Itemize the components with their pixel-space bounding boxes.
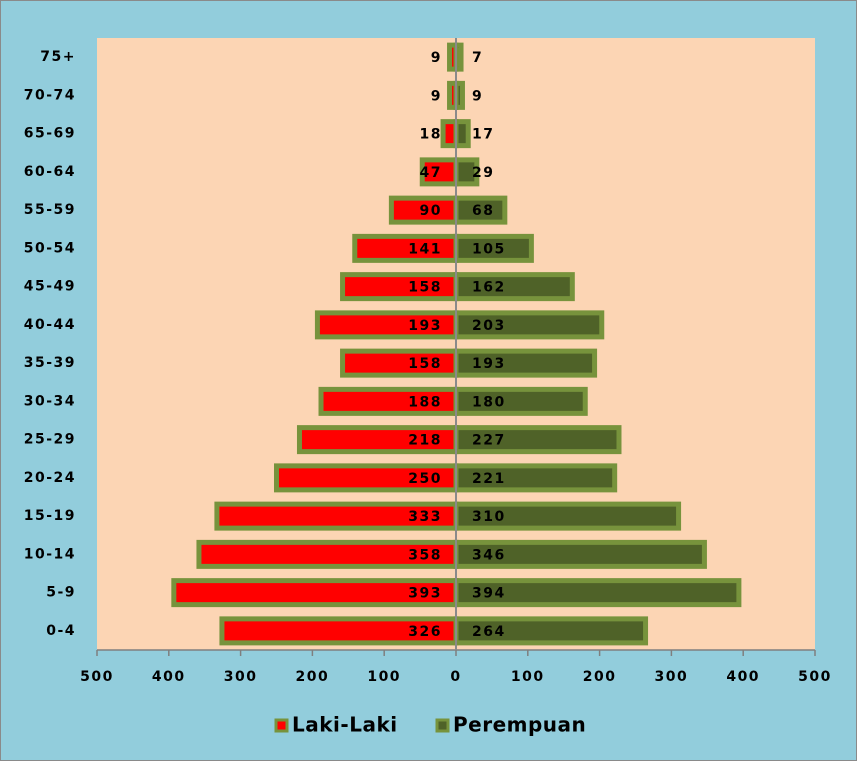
y-tick-label: 55-59 <box>24 202 76 218</box>
legend-swatch <box>435 718 450 733</box>
bar <box>453 578 742 608</box>
legend-label: Perempuan <box>453 713 586 737</box>
x-tick-label: 100 <box>511 669 545 685</box>
y-tick-label: 25-29 <box>24 432 76 448</box>
y-tick-label: 20-24 <box>24 470 76 486</box>
bar <box>388 195 459 225</box>
data-label: 17 <box>472 127 494 143</box>
data-label: 250 <box>408 471 442 487</box>
data-label: 218 <box>408 433 442 449</box>
x-tick-label: 100 <box>367 669 401 685</box>
data-label: 105 <box>472 241 506 257</box>
y-tick-label: 5-9 <box>46 585 76 601</box>
data-label: 326 <box>408 624 442 640</box>
y-tick-label: 45-49 <box>24 279 76 295</box>
y-tick-label: 35-39 <box>24 355 76 371</box>
x-tick-label: 400 <box>726 669 760 685</box>
y-tick-label: 50-54 <box>24 240 76 256</box>
bar <box>196 539 459 569</box>
data-label: 47 <box>420 165 442 181</box>
bar <box>219 616 459 646</box>
data-label: 9 <box>431 88 442 104</box>
data-label: 227 <box>472 433 506 449</box>
data-label: 158 <box>408 356 442 372</box>
bar <box>453 119 471 149</box>
data-label: 358 <box>408 547 442 563</box>
bar <box>340 272 459 302</box>
y-tick-label: 30-34 <box>24 393 76 409</box>
data-label: 188 <box>408 394 442 410</box>
data-label: 346 <box>472 547 506 563</box>
data-label: 394 <box>472 586 506 602</box>
data-label: 193 <box>408 318 442 334</box>
bar <box>352 233 459 263</box>
y-tick-label: 15-19 <box>24 508 76 524</box>
x-tick-label: 500 <box>798 669 832 685</box>
data-label: 162 <box>472 280 506 296</box>
y-tick-label: 10-14 <box>24 546 76 562</box>
y-tick-label: 0-4 <box>46 623 76 639</box>
data-label: 203 <box>472 318 506 334</box>
x-tick-label: 200 <box>296 669 330 685</box>
y-tick-label: 75+ <box>40 49 76 65</box>
x-tick-label: 400 <box>152 669 186 685</box>
data-label: 310 <box>472 509 506 525</box>
y-tick-label: 60-64 <box>24 164 76 180</box>
bar <box>214 501 459 531</box>
data-label: 193 <box>472 356 506 372</box>
data-label: 29 <box>472 165 494 181</box>
data-label: 141 <box>408 241 442 257</box>
bar <box>453 539 707 569</box>
data-label: 7 <box>472 50 483 66</box>
x-tick-label: 200 <box>583 669 617 685</box>
y-tick-label: 65-69 <box>24 126 76 142</box>
bar <box>453 386 588 416</box>
y-tick-label: 40-44 <box>24 317 76 333</box>
data-label: 9 <box>472 88 483 104</box>
bar <box>314 310 459 340</box>
x-tick-label: 0 <box>450 669 461 685</box>
data-label: 90 <box>420 203 442 219</box>
data-label: 221 <box>472 471 506 487</box>
data-label: 68 <box>472 203 494 219</box>
bar <box>453 425 622 455</box>
x-tick-label: 500 <box>80 669 114 685</box>
legend-swatch <box>274 718 289 733</box>
data-label: 9 <box>431 50 442 66</box>
data-label: 393 <box>408 586 442 602</box>
x-tick-label: 300 <box>224 669 258 685</box>
data-label: 333 <box>408 509 442 525</box>
data-label: 264 <box>472 624 506 640</box>
data-label: 180 <box>472 394 506 410</box>
x-tick-label: 300 <box>655 669 689 685</box>
data-label: 158 <box>408 280 442 296</box>
y-tick-label: 70-74 <box>24 87 76 103</box>
legend-label: Laki-Laki <box>292 713 398 737</box>
data-label: 18 <box>420 127 442 143</box>
